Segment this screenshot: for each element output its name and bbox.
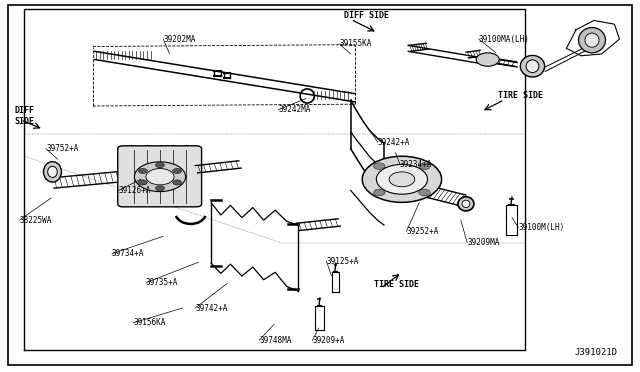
Circle shape [419,163,430,170]
Text: 39155KA: 39155KA [339,39,372,48]
Text: DIFF
SIDE: DIFF SIDE [14,106,34,126]
Text: 39100MA(LH): 39100MA(LH) [479,35,529,44]
Circle shape [138,180,147,185]
Text: 39752+A: 39752+A [46,144,79,153]
Text: 39234+A: 39234+A [400,160,433,169]
Text: TIRE SIDE: TIRE SIDE [374,280,419,289]
Circle shape [134,162,186,192]
Text: 39252+A: 39252+A [406,227,439,236]
Text: 39748MA: 39748MA [259,336,292,345]
Text: 39742+A: 39742+A [195,304,228,312]
Text: 39735+A: 39735+A [146,278,179,287]
Circle shape [376,164,428,194]
Circle shape [419,189,430,196]
Ellipse shape [520,55,545,77]
Ellipse shape [579,28,605,53]
Text: TIRE SIDE: TIRE SIDE [498,92,543,100]
Text: 39156KA: 39156KA [133,318,166,327]
Ellipse shape [462,200,470,208]
FancyBboxPatch shape [118,146,202,207]
Ellipse shape [44,161,61,182]
Circle shape [389,172,415,187]
Circle shape [138,168,147,173]
Text: J391021D: J391021D [575,348,618,357]
Circle shape [173,168,182,173]
Circle shape [156,163,164,168]
Text: 39209+A: 39209+A [312,336,345,345]
Text: 39242+A: 39242+A [378,138,410,147]
Ellipse shape [458,197,474,211]
Text: 39100M(LH): 39100M(LH) [518,223,564,232]
Circle shape [362,156,442,202]
Circle shape [476,53,499,66]
Circle shape [173,180,182,185]
Circle shape [374,189,385,196]
Ellipse shape [585,33,599,47]
Circle shape [156,186,164,191]
Circle shape [146,169,174,185]
Text: 39209MA: 39209MA [467,238,500,247]
Circle shape [374,163,385,170]
Ellipse shape [526,60,539,73]
Text: DIFF SIDE: DIFF SIDE [344,11,389,20]
Text: 39202MA: 39202MA [163,35,196,44]
Text: 39734+A: 39734+A [112,249,145,258]
Text: 38225WA: 38225WA [19,216,52,225]
Text: 39242MA: 39242MA [278,105,311,114]
Text: 39125+A: 39125+A [326,257,359,266]
Text: 39126+A: 39126+A [118,186,151,195]
Ellipse shape [48,166,58,177]
